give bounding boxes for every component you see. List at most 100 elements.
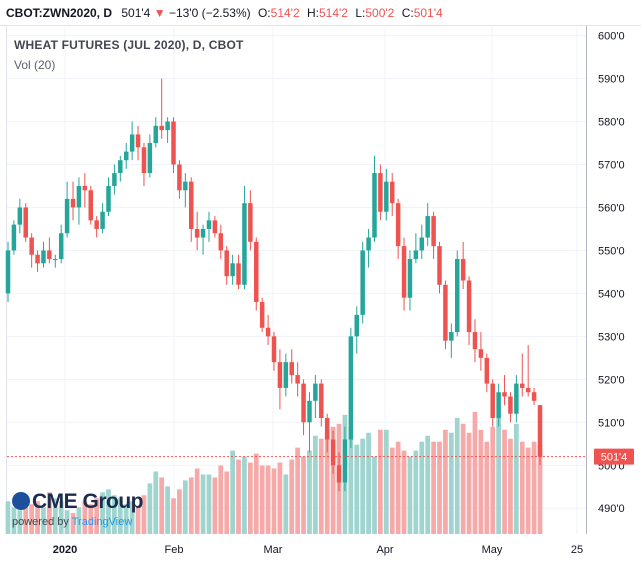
candle [472,319,478,363]
candle-body [525,387,531,393]
volume-bar [247,462,253,534]
candle-body [183,181,188,191]
candle [431,211,436,260]
candle [490,379,495,427]
candle [254,237,259,311]
candle [508,392,513,423]
candle-body [64,198,70,234]
candle-body [502,392,507,397]
volume-bar [70,513,76,534]
candle [366,228,371,268]
candle-body [437,246,442,285]
time-axis[interactable]: 2020 Feb Mar Apr May 25 [53,544,583,556]
candle [135,125,141,161]
candle [218,224,224,260]
candle-body [218,233,224,251]
candle-body [254,241,259,302]
candle [336,452,342,492]
candle-body [301,383,306,423]
candle [177,160,182,199]
powered-by-text: powered by [12,516,69,528]
volume-bar [502,429,507,534]
price-tick-label: 580'0 [598,117,625,129]
candle-body [454,259,460,333]
candle [29,233,34,268]
volume-bar [35,501,40,534]
candle [502,375,507,406]
candle [94,216,99,238]
candle-body [118,160,123,174]
volume-bar [378,429,383,534]
candles [5,78,543,492]
volume-bar [41,507,46,534]
time-tick-label: Mar [264,544,283,556]
volume-bar [47,492,52,534]
volume-bar [171,498,176,534]
volume-bar [123,504,129,534]
candle [313,375,318,418]
volume-bar [348,426,354,534]
volume-bar [366,432,371,534]
candle [123,143,129,169]
candle [401,237,407,311]
candle [188,177,194,242]
candle-body [366,237,371,251]
volume-bar [289,459,295,534]
price-tick-label: 510'0 [598,417,625,429]
volume-bar [413,450,419,534]
candle [395,198,401,260]
price-axis[interactable]: 600'0 590'0 580'0 570'0 560'0 550'0 540'0 530'0… [598,31,625,516]
candle-body [384,181,389,212]
time-tick-label: 2020 [53,544,77,556]
tradingview-link[interactable]: TradingView [71,516,133,528]
candle-body [419,237,425,251]
volume-bar [147,483,153,534]
candle-body [58,233,64,260]
candle [58,224,64,264]
candle-body [466,280,472,333]
candle [53,254,58,268]
price-tick-label: 540'0 [598,288,625,300]
candle [413,233,419,264]
candle-body [200,228,206,238]
candle-body [342,439,348,483]
last-price-label: 501'4 [594,448,634,465]
candle-body [206,220,212,229]
candle [171,117,176,174]
candle-body [129,134,135,152]
candle [230,254,235,285]
candle [153,117,159,148]
candle-body [313,383,318,401]
candle [271,332,277,371]
candle [70,181,76,221]
candle [106,177,111,217]
volume-bar [106,489,111,534]
volume-bar [259,465,265,534]
volume-bar [23,495,29,534]
high-label: H: [306,6,319,20]
candle [354,306,360,354]
candle [443,280,448,350]
candle-body [508,396,513,414]
candle-body [336,465,342,483]
candle-body [35,254,40,264]
candle [11,220,17,255]
candle-body [484,357,490,384]
volume-bar [496,417,501,534]
symbol-header: CBOT:ZWN2020, D 501'4 ▼ −13'0 (−2.53%) O… [0,0,641,26]
candle [525,344,531,397]
candle-body [472,332,478,350]
symbol-name[interactable]: CBOT:ZWN2020, D [6,6,113,20]
volume-bar [448,432,454,534]
candle [520,353,525,397]
candle [307,392,312,453]
cme-logo[interactable]: CME Group powered by TradingView [12,490,144,528]
candle-body [537,405,543,457]
candle [283,353,289,397]
candle [147,134,153,178]
open-value: 514'2 [270,6,300,20]
volume-bar [307,450,312,534]
candle [206,211,212,242]
candle [242,185,247,290]
